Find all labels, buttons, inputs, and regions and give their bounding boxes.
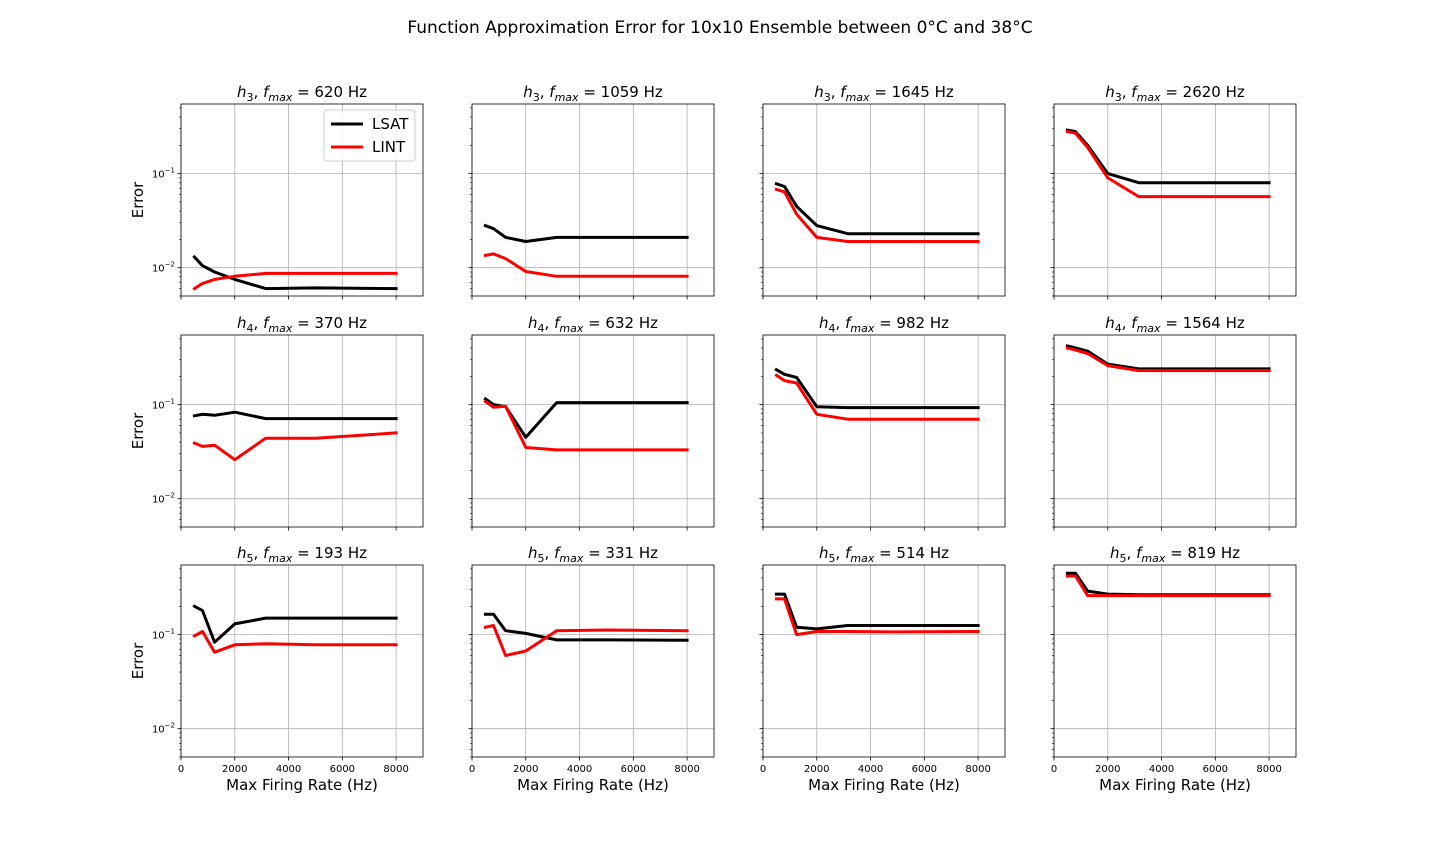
x-tick-label: 0: [178, 764, 184, 775]
axes-frame: [180, 103, 424, 297]
y-tick-label: 10−1: [152, 167, 175, 181]
y-tick-label: 10−1: [152, 398, 175, 412]
series-line-lsat: [192, 410, 398, 421]
axes-frame: [471, 103, 715, 297]
x-tick-label: 6000: [621, 764, 646, 775]
x-axis-label: Max Firing Rate (Hz): [226, 776, 378, 794]
series-line-lsat: [192, 604, 398, 644]
axes-frame: [762, 334, 1006, 528]
subplot-7: h4, fmax = 982 Hz: [759, 314, 1006, 531]
x-tick-label: 2000: [513, 764, 538, 775]
series-line-lint: [774, 373, 980, 421]
subplot-title: h4, fmax = 632 Hz: [528, 314, 658, 335]
subplot-title: h5, fmax = 819 Hz: [1110, 544, 1240, 565]
x-tick-label: 4000: [858, 764, 883, 775]
series-line-lint: [1065, 346, 1271, 373]
series-line-lsat: [1065, 571, 1271, 597]
axes-frame: [471, 334, 715, 528]
subplot-title: h3, fmax = 1645 Hz: [814, 83, 954, 104]
series-line-lint: [1065, 574, 1271, 598]
x-tick-label: 8000: [965, 764, 990, 775]
series-line-lsat: [483, 396, 689, 439]
series-line-lint: [1065, 129, 1271, 199]
y-tick-label: 10−2: [152, 492, 175, 506]
subplot-4: h3, fmax = 2620 Hz: [1050, 83, 1297, 300]
subplot-8: h4, fmax = 1564 Hz: [1050, 314, 1297, 531]
series-line-lsat: [483, 612, 689, 642]
series-line-lint: [192, 271, 398, 291]
series-line-lint: [483, 399, 689, 452]
subplot-title: h5, fmax = 514 Hz: [819, 544, 949, 565]
series-line-lint: [774, 597, 980, 637]
series-line-lint: [192, 431, 398, 462]
series-line-lsat: [192, 254, 398, 291]
x-tick-label: 2000: [1095, 764, 1120, 775]
legend-label-lsat: LSAT: [372, 115, 409, 133]
subplot-title: h4, fmax = 370 Hz: [237, 314, 367, 335]
series-line-lsat: [774, 181, 980, 236]
x-tick-label: 2000: [222, 764, 247, 775]
axes-frame: [762, 564, 1006, 758]
y-tick-label: 10−1: [152, 628, 175, 642]
x-axis-label: Max Firing Rate (Hz): [517, 776, 669, 794]
subplot-title: h5, fmax = 193 Hz: [237, 544, 367, 565]
series-line-lint: [774, 187, 980, 243]
x-axis-label: Max Firing Rate (Hz): [1099, 776, 1251, 794]
axes-frame: [1053, 334, 1297, 528]
series-line-lsat: [774, 367, 980, 410]
x-tick-label: 0: [1051, 764, 1057, 775]
x-tick-label: 8000: [1256, 764, 1281, 775]
axes-frame: [471, 564, 715, 758]
subplot-title: h3, fmax = 2620 Hz: [1105, 83, 1245, 104]
x-tick-label: 4000: [276, 764, 301, 775]
x-tick-label: 8000: [674, 764, 699, 775]
y-axis-label: Error: [129, 181, 147, 218]
subplot-12: 0 2000 4000 6000 8000 Max Firing Rate (Hz) h5,…: [1050, 544, 1297, 794]
subplot-1: 10−2 10−1 Error h3, fmax = 620 Hz LSAT LINT: [129, 83, 424, 300]
x-tick-label: 2000: [804, 764, 829, 775]
axes-frame: [180, 564, 424, 758]
axes-frame: [762, 103, 1006, 297]
figure-title: Function Approximation Error for 10x10 E…: [407, 18, 1032, 38]
subplot-title: h4, fmax = 982 Hz: [819, 314, 949, 335]
subplot-3: h3, fmax = 1645 Hz: [759, 83, 1006, 300]
subplot-6: h4, fmax = 632 Hz: [468, 314, 715, 531]
series-line-lsat: [1065, 344, 1271, 371]
x-tick-label: 0: [760, 764, 766, 775]
x-tick-label: 6000: [1203, 764, 1228, 775]
subplot-10: 0 2000 4000 6000 8000 Max Firing Rate (Hz) h5,…: [468, 544, 715, 794]
subplot-title: h3, fmax = 1059 Hz: [523, 83, 663, 104]
axes-frame: [1053, 564, 1297, 758]
y-axis-label: Error: [129, 642, 147, 679]
subplot-title: h5, fmax = 331 Hz: [528, 544, 658, 565]
x-axis-label: Max Firing Rate (Hz): [808, 776, 960, 794]
subplot-11: 0 2000 4000 6000 8000 Max Firing Rate (Hz) h5,…: [759, 544, 1006, 794]
x-tick-label: 8000: [383, 764, 408, 775]
series-line-lint: [483, 252, 689, 278]
y-tick-label: 10−2: [152, 722, 175, 736]
x-tick-label: 4000: [567, 764, 592, 775]
y-tick-label: 10−2: [152, 261, 175, 275]
x-tick-label: 4000: [1149, 764, 1174, 775]
x-tick-label: 0: [469, 764, 475, 775]
y-axis-label: Error: [129, 412, 147, 449]
legend-label-lint: LINT: [372, 138, 406, 156]
subplot-9: 10−2 10−1 0 2000 4000 6000 8000 Max Firing Rate…: [129, 544, 424, 794]
legend: LSAT LINT: [323, 109, 416, 162]
subplot-5: 10−2 10−1 Error h4, fmax = 370 Hz: [129, 314, 424, 531]
subplot-title: h3, fmax = 620 Hz: [237, 83, 367, 104]
subplot-title: h4, fmax = 1564 Hz: [1105, 314, 1245, 335]
axes-frame: [1053, 103, 1297, 297]
subplot-grid: 10−2 10−1 Error h3, fmax = 620 Hz LSAT LINT h3…: [129, 83, 1297, 794]
series-line-lint: [483, 624, 689, 657]
subplot-2: h3, fmax = 1059 Hz: [468, 83, 715, 300]
series-line-lsat: [1065, 128, 1271, 185]
axes-frame: [180, 334, 424, 528]
x-tick-label: 6000: [330, 764, 355, 775]
x-tick-label: 6000: [912, 764, 937, 775]
series-line-lsat: [483, 223, 689, 243]
series-line-lsat: [774, 592, 980, 631]
series-line-lint: [192, 630, 398, 654]
